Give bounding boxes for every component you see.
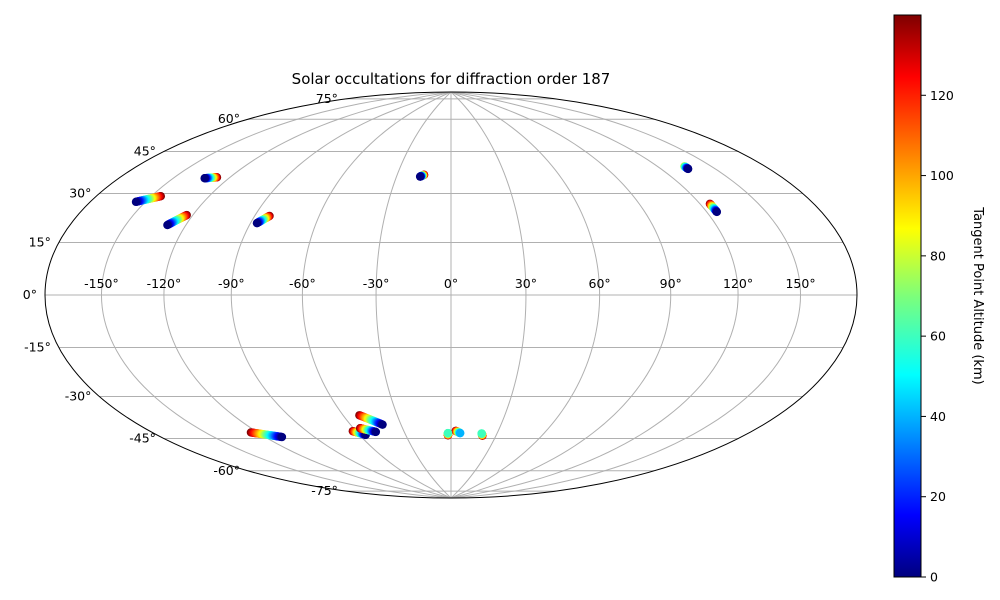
- lat-tick-label: 30°: [69, 186, 91, 201]
- lat-tick-label: 60°: [218, 111, 240, 126]
- lon-tick-label: 30°: [515, 276, 537, 291]
- lat-tick-label: -30°: [65, 389, 92, 404]
- occultation-point: [131, 197, 141, 207]
- colorbar: 0 20 40 60 80 100 120 Tangent Point Altitude (…: [893, 14, 985, 585]
- lon-tick-label: 90°: [660, 276, 682, 291]
- chart-title: Solar occultations for diffraction order…: [292, 70, 611, 88]
- lon-tick-label: 60°: [589, 276, 611, 291]
- colorbar-ticks: 0 20 40 60 80 100 120: [921, 88, 954, 585]
- occultation-point: [378, 420, 387, 429]
- map-boundary: [44, 91, 858, 499]
- graticule-grid: [45, 92, 857, 498]
- occultation-point: [415, 172, 425, 181]
- lat-tick-label: 0°: [23, 287, 37, 302]
- colorbar-tick-label: 20: [930, 489, 946, 504]
- lon-tick-label: -120°: [147, 276, 182, 291]
- colorbar-tick-label: 100: [930, 168, 954, 183]
- occultation-point: [252, 218, 262, 228]
- lon-tick-label: -90°: [218, 276, 245, 291]
- lat-tick-label: -45°: [129, 431, 156, 446]
- colorbar-tick-label: 80: [930, 248, 946, 263]
- lat-tick-label: -15°: [24, 340, 51, 355]
- occultation-point: [477, 429, 486, 438]
- occultation-point: [371, 427, 381, 437]
- occultation-point: [456, 428, 465, 438]
- lon-tick-label: 0°: [444, 276, 458, 291]
- lon-tick-label: 120°: [723, 276, 753, 291]
- occultation-point: [200, 174, 209, 183]
- lon-tick-label: -150°: [84, 276, 119, 291]
- latitude-tick-labels: -75° -60° -45° -30° -15° 0° 15° 30° 45° 60° 75°: [23, 91, 338, 498]
- colorbar-tick-label: 120: [930, 88, 954, 103]
- lat-tick-label: 75°: [316, 91, 338, 106]
- lon-tick-label: 150°: [785, 276, 815, 291]
- occultation-point: [277, 432, 287, 442]
- occultation-point: [163, 220, 172, 230]
- occultation-point: [683, 164, 693, 174]
- lat-tick-label: -75°: [311, 483, 338, 498]
- data-points: [131, 162, 722, 442]
- lon-tick-label: -30°: [363, 276, 390, 291]
- lat-tick-label: 15°: [29, 234, 51, 249]
- colorbar-tick-label: 0: [930, 570, 938, 585]
- lat-tick-label: -60°: [213, 463, 240, 478]
- occultation-point: [712, 207, 722, 217]
- occultation-point: [443, 428, 453, 438]
- lon-tick-label: -60°: [289, 276, 316, 291]
- colorbar-label: Tangent Point Altitude (km): [970, 206, 985, 384]
- colorbar-tick-label: 60: [930, 329, 946, 344]
- longitude-tick-labels: -150° -120° -90° -60° -30° 0° 30° 60° 90° 120° 150…: [84, 276, 815, 291]
- lat-tick-label: 45°: [134, 143, 156, 158]
- colorbar-tick-label: 40: [930, 409, 946, 424]
- colorbar-gradient: [893, 14, 922, 578]
